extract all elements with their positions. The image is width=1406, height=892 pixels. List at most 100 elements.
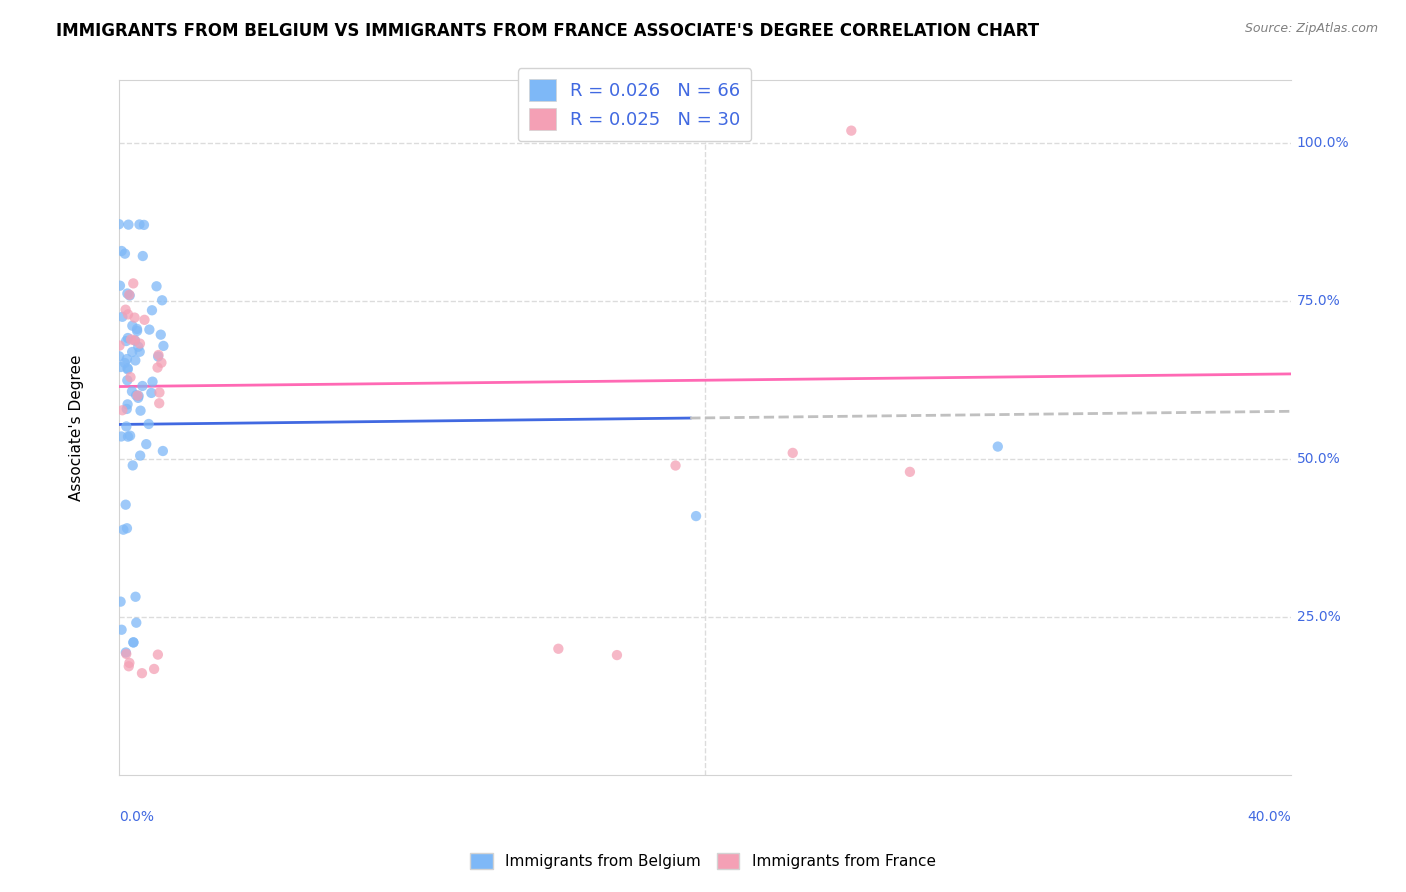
Point xyxy=(129,336,152,351)
Point xyxy=(131,666,153,681)
Point xyxy=(117,286,139,301)
Point xyxy=(117,373,139,387)
Point xyxy=(149,327,172,342)
Point xyxy=(121,384,143,399)
Point xyxy=(127,388,149,402)
Point xyxy=(141,385,163,400)
Point xyxy=(111,310,134,324)
Point xyxy=(122,635,145,649)
Point xyxy=(124,334,146,348)
Text: 100.0%: 100.0% xyxy=(1296,136,1350,150)
Text: 25.0%: 25.0% xyxy=(1296,610,1340,624)
Point xyxy=(121,318,143,333)
Point xyxy=(125,615,148,630)
Point xyxy=(125,388,148,402)
Point xyxy=(110,244,132,258)
Point xyxy=(138,417,160,431)
Point xyxy=(146,360,169,375)
Legend: R = 0.026   N = 66, R = 0.025   N = 30: R = 0.026 N = 66, R = 0.025 N = 30 xyxy=(517,69,751,141)
Point xyxy=(122,635,145,649)
Point xyxy=(111,403,134,417)
Point xyxy=(117,397,139,411)
Point xyxy=(782,446,804,460)
Text: 0.0%: 0.0% xyxy=(120,810,153,824)
Point xyxy=(112,523,135,537)
Point xyxy=(148,385,170,400)
Point xyxy=(131,379,153,393)
Point xyxy=(114,356,136,370)
Point xyxy=(129,449,152,463)
Point xyxy=(118,287,141,301)
Point xyxy=(117,307,139,321)
Point xyxy=(664,458,686,473)
Point xyxy=(128,218,150,232)
Point xyxy=(120,333,142,347)
Point xyxy=(117,362,139,376)
Text: IMMIGRANTS FROM BELGIUM VS IMMIGRANTS FROM FRANCE ASSOCIATE'S DEGREE CORRELATION: IMMIGRANTS FROM BELGIUM VS IMMIGRANTS FR… xyxy=(56,22,1039,40)
Point xyxy=(115,401,138,416)
Text: Associate's Degree: Associate's Degree xyxy=(69,354,84,501)
Point xyxy=(138,323,160,337)
Point xyxy=(117,430,139,444)
Text: 40.0%: 40.0% xyxy=(1247,810,1291,824)
Point xyxy=(146,648,169,662)
Point xyxy=(117,331,139,345)
Point xyxy=(127,324,149,338)
Point xyxy=(129,403,152,417)
Legend: Immigrants from Belgium, Immigrants from France: Immigrants from Belgium, Immigrants from… xyxy=(464,847,942,875)
Point xyxy=(118,288,141,302)
Point xyxy=(121,345,143,359)
Point xyxy=(122,277,145,291)
Point xyxy=(124,334,146,348)
Point xyxy=(606,648,628,662)
Point xyxy=(152,444,174,458)
Point xyxy=(120,370,142,384)
Point xyxy=(125,322,148,336)
Point xyxy=(115,521,138,535)
Point xyxy=(108,349,131,363)
Point xyxy=(115,334,138,348)
Point xyxy=(114,246,136,260)
Point xyxy=(547,641,569,656)
Point xyxy=(124,590,146,604)
Point xyxy=(152,339,174,353)
Point xyxy=(148,348,170,362)
Point xyxy=(121,458,143,473)
Text: 75.0%: 75.0% xyxy=(1296,294,1340,309)
Point xyxy=(145,279,167,293)
Point xyxy=(120,428,142,442)
Point xyxy=(132,249,155,263)
Point xyxy=(146,350,169,364)
Point xyxy=(127,340,149,354)
Point xyxy=(114,498,136,512)
Point xyxy=(150,356,173,370)
Point xyxy=(134,313,156,327)
Point xyxy=(127,391,149,405)
Point xyxy=(898,465,921,479)
Point xyxy=(117,361,139,376)
Point xyxy=(135,437,157,451)
Point xyxy=(114,302,136,317)
Point xyxy=(118,656,141,670)
Point xyxy=(143,662,166,676)
Point xyxy=(117,218,139,232)
Point xyxy=(115,419,138,434)
Point xyxy=(128,344,150,359)
Point xyxy=(114,645,136,659)
Point xyxy=(141,303,163,318)
Point xyxy=(110,359,132,374)
Point xyxy=(115,647,138,661)
Point xyxy=(115,352,138,367)
Point xyxy=(124,353,146,368)
Point xyxy=(110,623,132,637)
Point xyxy=(118,659,141,673)
Point xyxy=(128,389,150,403)
Point xyxy=(124,310,146,325)
Point xyxy=(150,293,173,308)
Point xyxy=(839,123,862,137)
Point xyxy=(110,594,132,608)
Point xyxy=(108,338,131,352)
Point xyxy=(108,217,131,231)
Point xyxy=(108,278,131,293)
Point xyxy=(141,375,163,389)
